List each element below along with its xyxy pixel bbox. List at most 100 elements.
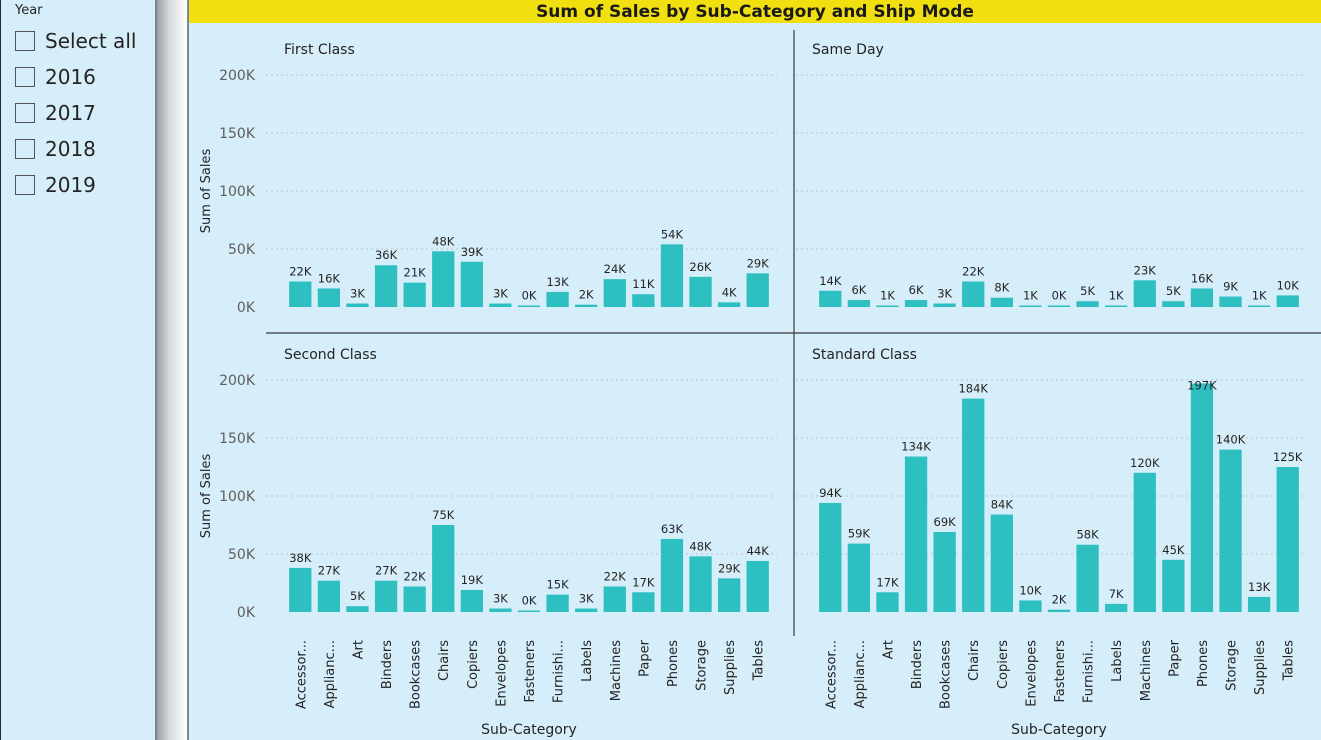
data-label: 6K <box>851 283 866 297</box>
x-tick-label: Phones <box>666 640 681 687</box>
data-label: 38K <box>289 551 312 565</box>
data-label: 0K <box>522 594 537 608</box>
data-label: 26K <box>689 260 712 274</box>
bar-second-class <box>575 608 598 612</box>
panel-title-standard-class: Standard Class <box>812 347 917 363</box>
data-label: 15K <box>546 578 569 592</box>
slicer-item-label: 2017 <box>45 101 96 125</box>
bar-second-class <box>603 586 626 612</box>
checkbox-icon[interactable] <box>15 175 35 195</box>
small-multiples-bar-chart: First Class 22K 16K 3K 36K 21K 48K 39K 3K 0K 13K 2K… <box>199 30 1321 738</box>
data-label: 48K <box>432 234 455 248</box>
data-label: 5K <box>1080 284 1095 298</box>
year-slicer: Year Select all 2016 2017 2018 2019 <box>0 0 157 740</box>
data-label: 14K <box>819 274 842 288</box>
data-label: 22K <box>962 264 985 278</box>
x-tick-label: Binders <box>380 640 395 689</box>
x-tick-label: Storage <box>695 640 710 691</box>
y-tick-label: 0K <box>237 605 256 621</box>
data-label: 3K <box>579 592 594 606</box>
y-tick-label: 100K <box>219 489 256 505</box>
bar-first-class <box>603 279 626 307</box>
data-label: 0K <box>522 289 537 303</box>
checkbox-icon[interactable] <box>15 139 35 159</box>
x-tick-label: Tables <box>1282 640 1297 682</box>
slicer-item-2016[interactable]: 2016 <box>15 64 96 90</box>
y-tick-label: 200K <box>219 373 256 389</box>
data-label: 44K <box>747 544 770 558</box>
data-label: 17K <box>632 575 655 589</box>
data-label: 5K <box>350 589 365 603</box>
data-label: 58K <box>1076 528 1099 542</box>
y-axis-title: Sum of Sales <box>199 149 214 234</box>
data-label: 94K <box>819 486 842 500</box>
checkbox-icon[interactable] <box>15 67 35 87</box>
data-label: 75K <box>432 508 455 522</box>
bar-same-day <box>904 300 928 307</box>
data-label: 10K <box>1019 583 1042 597</box>
x-tick-label: Labels <box>580 640 595 682</box>
bar-standard-class <box>847 543 871 612</box>
bar-standard-class <box>1190 383 1214 612</box>
bar-standard-class <box>990 514 1013 612</box>
x-tick-label: Art <box>351 640 366 659</box>
x-tick-label: Bookcases <box>939 640 954 709</box>
x-tick-label: Machines <box>1139 640 1154 701</box>
bar-second-class <box>489 608 512 612</box>
y-tick-label: 150K <box>219 126 256 142</box>
data-label: 197K <box>1187 378 1217 392</box>
data-label: 3K <box>937 287 952 301</box>
slicer-item-2019[interactable]: 2019 <box>15 172 96 198</box>
x-tick-label: Accessor... <box>294 640 309 709</box>
checkbox-icon[interactable] <box>15 103 35 123</box>
slicer-title: Year <box>15 3 43 18</box>
data-label: 17K <box>876 575 899 589</box>
x-tick-label: Chairs <box>967 640 982 681</box>
panel-title-second-class: Second Class <box>284 347 377 363</box>
bar-first-class <box>432 251 455 307</box>
slicer-item-select-all[interactable]: Select all <box>15 28 136 54</box>
bar-first-class <box>632 294 655 307</box>
bar-standard-class <box>904 456 928 612</box>
data-label: 1K <box>880 289 895 303</box>
x-tick-label: Applianc... <box>853 640 868 708</box>
x-tick-label: Furnishi... <box>552 640 567 703</box>
checkbox-icon[interactable] <box>15 31 35 51</box>
data-label: 2K <box>1052 593 1067 607</box>
data-label: 3K <box>350 287 365 301</box>
data-label: 84K <box>991 498 1014 512</box>
data-label: 13K <box>546 275 569 289</box>
data-label: 48K <box>689 539 712 553</box>
bar-second-class <box>374 580 398 612</box>
bar-first-class <box>346 303 369 307</box>
x-tick-label: Supplies <box>1253 640 1268 695</box>
bar-same-day <box>847 300 871 307</box>
chart-visual: Sum of Sales by Sub-Category and Ship Mo… <box>187 0 1321 740</box>
x-tick-label: Art <box>881 640 896 659</box>
bar-standard-class <box>962 398 985 612</box>
bar-same-day <box>1076 301 1099 307</box>
chart-title: Sum of Sales by Sub-Category and Ship Mo… <box>189 0 1321 23</box>
slicer-item-2017[interactable]: 2017 <box>15 100 96 126</box>
bar-first-class <box>717 302 741 307</box>
x-tick-label: Furnishi... <box>1082 640 1097 703</box>
y-tick-label: 50K <box>228 242 256 258</box>
data-label: 1K <box>1252 289 1267 303</box>
bar-first-class <box>289 281 312 307</box>
data-label: 24K <box>604 262 627 276</box>
slicer-item-label: 2018 <box>45 137 96 161</box>
slicer-item-label: 2016 <box>45 65 96 89</box>
slicer-item-label: Select all <box>45 29 137 53</box>
bar-standard-class <box>933 531 956 612</box>
data-label: 9K <box>1223 280 1238 294</box>
data-label: 27K <box>375 564 398 578</box>
bar-same-day <box>1047 305 1071 307</box>
x-tick-label: Copiers <box>466 640 481 689</box>
slicer-item-2018[interactable]: 2018 <box>15 136 96 162</box>
data-label: 22K <box>404 569 427 583</box>
bar-first-class <box>689 276 712 307</box>
bar-same-day <box>819 290 842 307</box>
bar-standard-class <box>1219 449 1242 612</box>
bar-second-class <box>432 525 455 612</box>
bar-same-day <box>1019 305 1042 307</box>
